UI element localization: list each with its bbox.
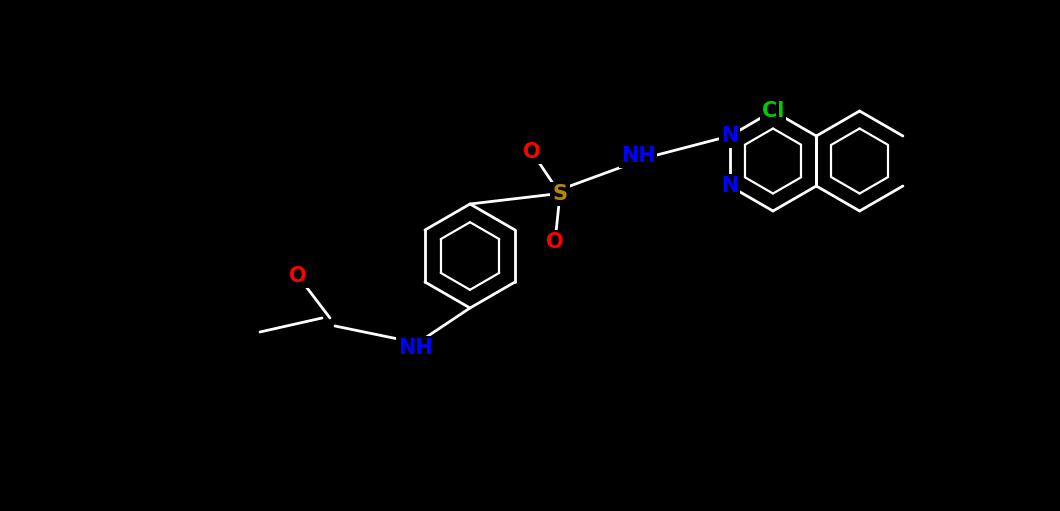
Text: N: N bbox=[721, 126, 739, 146]
Text: S: S bbox=[552, 184, 567, 204]
Text: Cl: Cl bbox=[762, 101, 784, 121]
Text: O: O bbox=[546, 232, 564, 252]
Text: NH: NH bbox=[398, 338, 432, 358]
Text: NH: NH bbox=[620, 146, 655, 166]
Text: O: O bbox=[289, 266, 306, 286]
Text: N: N bbox=[721, 176, 739, 196]
Text: O: O bbox=[524, 142, 541, 162]
